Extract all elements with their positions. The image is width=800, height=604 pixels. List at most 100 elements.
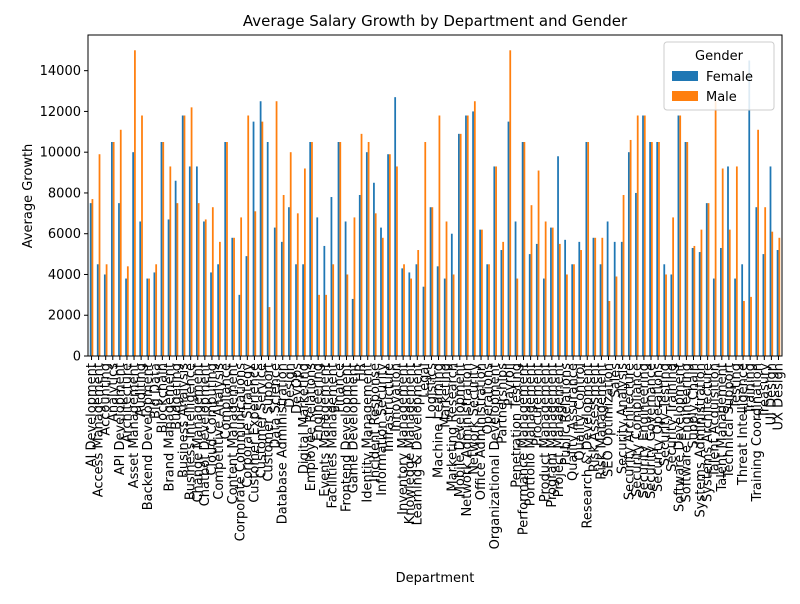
bar <box>472 111 474 356</box>
x-tick-label: Systems Administration <box>694 363 709 518</box>
x-tick-label: Organizational Development <box>488 363 503 549</box>
bar <box>728 229 731 356</box>
x-tick-label: Testing <box>729 363 744 410</box>
x-tick-label: Business Intelligence <box>184 363 199 500</box>
bar <box>302 264 304 356</box>
bar <box>735 166 738 356</box>
bar <box>358 194 361 356</box>
bar <box>769 166 772 356</box>
x-tick-label: Marketing Research <box>446 363 461 492</box>
x-tick-label: Security Compliance <box>630 363 645 497</box>
bar <box>714 101 717 356</box>
x-tick-label: Access Management <box>92 363 107 497</box>
x-tick-label: Procurement <box>531 363 546 446</box>
bar <box>387 154 389 356</box>
bar <box>275 101 278 356</box>
bar <box>672 217 675 356</box>
bar <box>309 142 312 356</box>
x-tick-label: Security Governance <box>644 363 659 499</box>
plot-frame <box>87 34 783 357</box>
bar <box>516 278 519 356</box>
x-tick-label: Technical Support <box>722 363 737 479</box>
x-tick-label: Software Engineering <box>679 363 694 502</box>
x-tick-label: Training Coordination <box>750 363 765 503</box>
x-tick-label: Competitive Analysis <box>212 363 227 500</box>
bar <box>720 247 722 356</box>
bar <box>351 298 354 356</box>
bar <box>245 256 248 356</box>
bar <box>663 264 666 356</box>
bar <box>195 166 198 356</box>
bar <box>365 152 368 356</box>
bar <box>557 156 559 356</box>
x-tick-label: Blockchain <box>155 363 170 433</box>
x-tick-label: UI Design <box>764 363 779 425</box>
bar <box>316 217 319 356</box>
bar <box>394 97 397 357</box>
bar <box>643 115 646 356</box>
x-tick-label: Big Data <box>148 363 163 419</box>
bar <box>344 221 347 356</box>
x-tick-label: Operations <box>481 363 496 435</box>
bar <box>197 203 200 356</box>
bar <box>183 115 186 356</box>
x-tick-label: Data Science <box>269 363 284 449</box>
bar <box>535 243 538 356</box>
bar <box>401 268 404 356</box>
bar <box>125 278 127 356</box>
bar <box>380 227 382 356</box>
x-tick-label: Security Architecture <box>623 363 638 500</box>
x-tick-label: Facilities Management <box>325 363 340 508</box>
x-tick-label: Cloud Computing <box>205 363 220 476</box>
bar <box>488 264 490 356</box>
bar <box>479 229 482 356</box>
x-tick-label: Sales <box>609 363 624 398</box>
x-tick-label: Product Management <box>538 363 553 502</box>
bar <box>443 278 446 356</box>
bar <box>677 115 680 356</box>
y-tick-label: 2000 <box>48 309 81 324</box>
bar <box>415 264 418 356</box>
x-tick-label: Supply Chain <box>686 363 701 449</box>
x-tick-label: Public Relations <box>559 363 574 466</box>
bar <box>410 278 412 356</box>
bar <box>509 50 512 357</box>
bar <box>360 133 363 356</box>
x-tick-label: Game Development <box>347 363 362 493</box>
x-tick-label: Risk Management <box>594 363 609 480</box>
x-tick-label: Analytics <box>106 363 121 422</box>
bar <box>126 266 129 356</box>
bar <box>98 154 101 356</box>
bar <box>712 278 715 356</box>
bar <box>112 142 115 356</box>
bar <box>373 182 375 356</box>
bar <box>635 192 637 356</box>
x-tick-label: DevOps <box>290 363 305 414</box>
x-tick-label: Information Security <box>375 363 390 496</box>
x-tick-label: Machine Learning <box>432 363 447 478</box>
x-tick-label: Systems Architecture <box>701 363 716 502</box>
bar <box>445 221 448 356</box>
x-tick-label: Design <box>283 363 298 408</box>
bar <box>303 168 306 356</box>
bar <box>295 264 297 356</box>
bar <box>665 274 667 356</box>
bar <box>139 221 142 356</box>
x-tick-label: Corporate Communications <box>233 363 248 542</box>
bar <box>670 274 673 356</box>
bar <box>247 115 250 356</box>
x-tick-label: AI Development <box>85 363 100 467</box>
x-tick-label: Change Management <box>191 363 206 503</box>
bar <box>530 205 533 356</box>
bar <box>174 180 177 356</box>
bar <box>452 274 455 356</box>
bar <box>429 207 432 356</box>
bar <box>162 142 165 356</box>
bar <box>261 121 264 356</box>
x-tick-label: Threat Intelligence <box>736 363 751 486</box>
x-tick-label: Customer Support <box>262 363 277 482</box>
x-tick-label: Content Management <box>226 363 241 504</box>
x-tick-label: Marketing <box>439 363 454 428</box>
bar <box>153 272 156 356</box>
